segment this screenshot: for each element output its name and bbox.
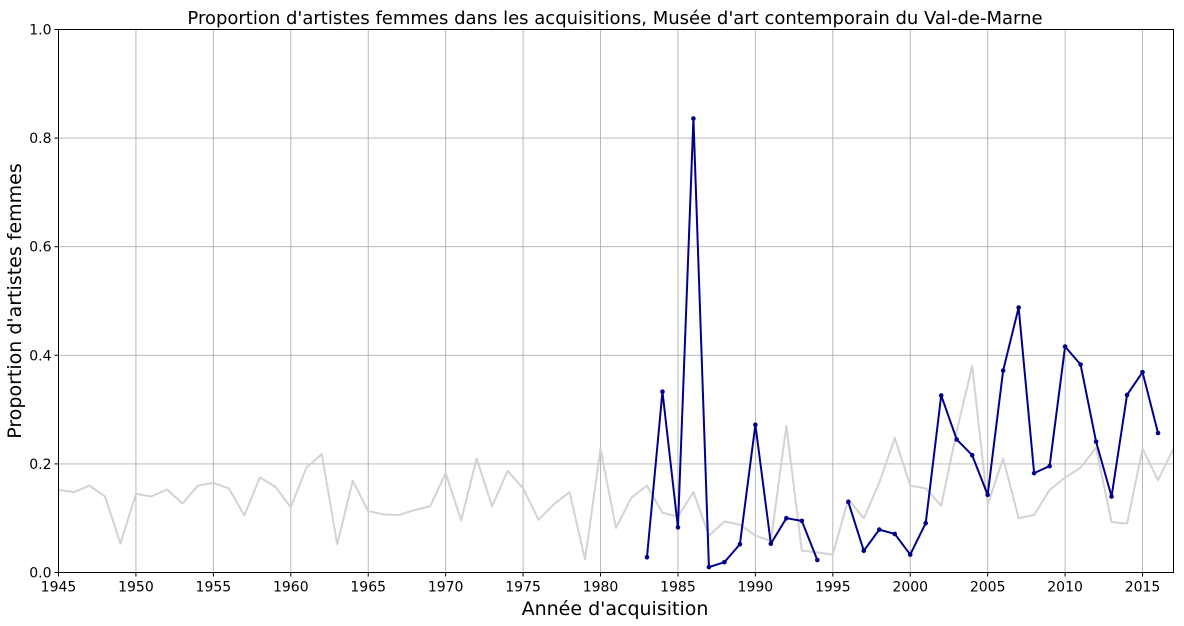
museum-data-point (815, 557, 820, 563)
museum-data-point (644, 554, 650, 560)
museum-data-point (753, 422, 758, 428)
museum-data-point (1000, 368, 1006, 373)
y-tick-label: 0.8 (29, 131, 51, 147)
museum-data-point (1078, 362, 1083, 367)
museum-data-point (768, 541, 774, 547)
y-tick-label: 0.4 (29, 348, 51, 364)
museum-data-point (1047, 463, 1052, 469)
museum-data-point (784, 515, 789, 521)
x-tick-label: 1970 (428, 580, 464, 596)
y-tick-label: 0.2 (29, 457, 51, 473)
x-axis-label: Année d'acquisition (522, 598, 709, 620)
x-tick-label: 1965 (350, 580, 386, 596)
x-tick-label: 1950 (118, 580, 154, 596)
y-tick-label: 1.0 (29, 23, 51, 39)
museum-data-point (876, 527, 882, 532)
museum-data-point (1031, 470, 1037, 476)
y-axis-ticks: 0.0 0.2 0.4 0.6 0.8 1.0 (29, 23, 59, 582)
x-tick-label: 1975 (505, 580, 541, 596)
museum-data-point (706, 564, 712, 570)
series-layer (58, 116, 1174, 570)
museum-data-point (907, 552, 913, 557)
y-tick-label: 0.6 (29, 240, 51, 256)
x-tick-label: 1990 (738, 580, 774, 596)
museum-data-point (660, 389, 665, 394)
museum-data-point (923, 520, 929, 526)
y-tick-label: 0.0 (29, 566, 51, 582)
x-tick-label: 2010 (1047, 580, 1083, 596)
museum-data-point (954, 437, 959, 442)
museum-data-point (1155, 430, 1161, 436)
museum-data-point (938, 393, 944, 398)
x-tick-label: 1980 (583, 580, 619, 596)
museum-data-point (691, 116, 696, 121)
background-series-line (58, 365, 1174, 561)
museum-series-line (645, 117, 819, 569)
x-tick-label: 1995 (815, 580, 851, 596)
x-tick-label: 1985 (660, 580, 696, 596)
x-tick-label: 2000 (892, 580, 928, 596)
museum-data-point (1124, 392, 1130, 398)
x-tick-label: 1960 (273, 580, 309, 596)
museum-data-point (892, 531, 898, 537)
museum-data-point (722, 559, 727, 565)
x-tick-label: 1945 (41, 580, 77, 596)
x-tick-label: 2005 (970, 580, 1006, 596)
y-axis-label: Proportion d'artistes femmes (4, 163, 26, 439)
museum-data-point (799, 518, 805, 524)
museum-data-point (1093, 439, 1099, 444)
chart-title: Proportion d'artistes femmes dans les ac… (187, 8, 1042, 29)
museum-data-point (737, 541, 743, 547)
museum-data-point (861, 548, 867, 554)
museum-data-point (1140, 369, 1145, 375)
museum-data-point (1109, 494, 1114, 499)
museum-data-point (969, 452, 975, 458)
museum-data-point (845, 499, 851, 505)
museum-data-point (1062, 344, 1068, 349)
x-tick-label: 2015 (1125, 580, 1161, 596)
museum-data-point (985, 492, 990, 498)
x-axis-ticks: 1945 1950 1955 1960 1965 1970 1975 1980 1985 1990… (41, 572, 1161, 596)
plot-frame (58, 29, 1174, 573)
x-tick-label: 1955 (196, 580, 232, 596)
grid-layer (58, 29, 1174, 573)
museum-data-point (675, 525, 681, 530)
museum-data-point (1016, 305, 1021, 310)
